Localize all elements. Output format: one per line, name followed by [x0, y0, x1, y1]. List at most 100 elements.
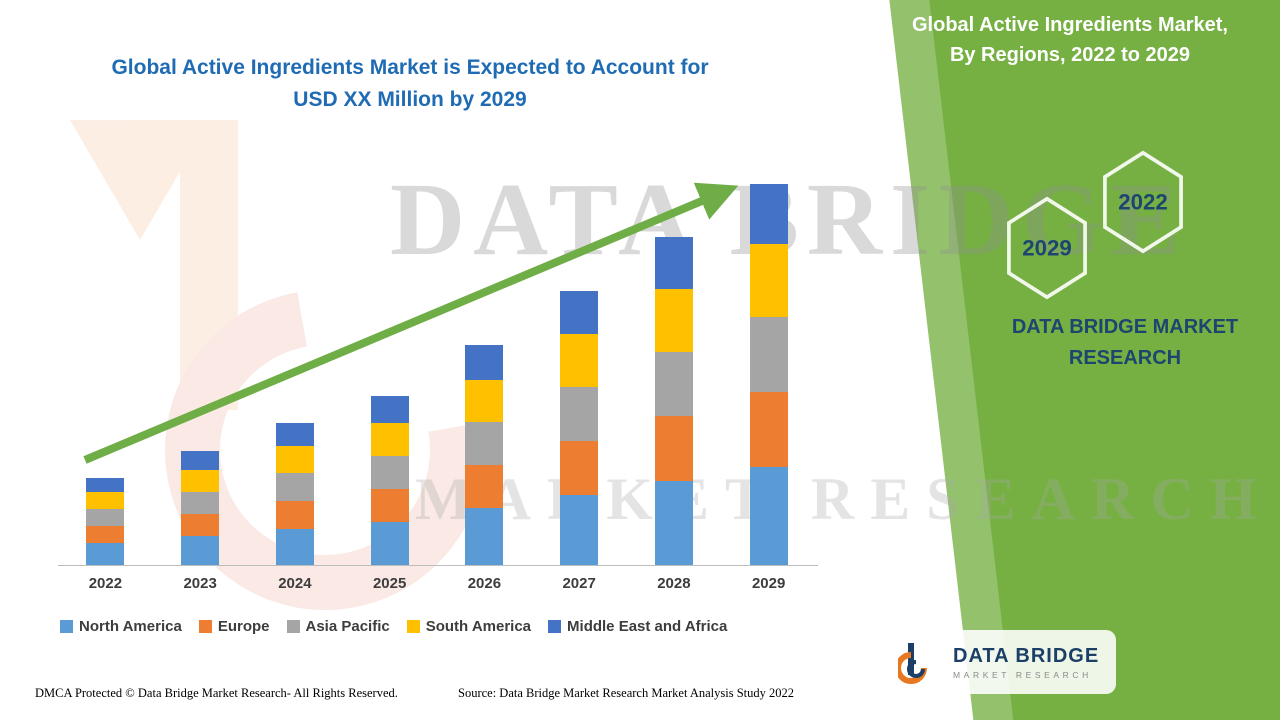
- bar-segment-2024-north-america: [275, 529, 314, 565]
- x-axis-label-2025: 2025: [372, 575, 407, 592]
- bar-segment-2022-south-america: [86, 492, 125, 509]
- bar-segment-2029-asia-pacific: [749, 317, 788, 392]
- chart-title-line2: USD XX Million by 2029: [293, 87, 527, 111]
- company-logo-tagline: MARKET RESEARCH: [953, 669, 1092, 680]
- legend-swatch: [198, 620, 212, 633]
- x-axis-label-2028: 2028: [657, 575, 691, 592]
- legend-swatch: [286, 620, 300, 633]
- chart-title-line1: Global Active Ingredients Market is Expe…: [111, 56, 709, 79]
- legend-item-europe: Europe: [198, 618, 270, 635]
- x-axis-label-2024: 2024: [278, 575, 312, 592]
- bar-segment-2022-middle-east-and-africa: [86, 478, 125, 492]
- bar-segment-2024-europe: [275, 501, 314, 529]
- bar-segment-2026-europe: [465, 465, 504, 508]
- legend-item-middle-east-and-africa: Middle East and Africa: [548, 618, 727, 635]
- watermark-logo-triangle: [70, 120, 210, 240]
- bar-segment-2029-north-america: [749, 467, 788, 565]
- hexagon-2029-label: 2029: [1022, 235, 1072, 260]
- company-logo-icon: [898, 643, 927, 684]
- brand-wordmark-line2: RESEARCH: [1068, 347, 1182, 369]
- hexagon-2029: 2029: [1007, 196, 1087, 300]
- panel-title-line1: Global Active Ingredients Market,: [911, 14, 1228, 36]
- bar-segment-2029-europe: [749, 392, 788, 467]
- bar-2029: [721, 170, 816, 565]
- bar-segment-2028-middle-east-and-africa: [654, 237, 693, 289]
- bar-segment-2025-asia-pacific: [370, 456, 409, 489]
- source-note: Source: Data Bridge Market Research Mark…: [458, 686, 795, 700]
- bar-segment-2025-middle-east-and-africa: [370, 396, 409, 423]
- bar-segment-2028-north-america: [654, 481, 693, 565]
- legend-label: South America: [425, 618, 532, 635]
- bar-2022: [58, 170, 153, 565]
- legend-swatch: [548, 620, 562, 633]
- bar-segment-2024-asia-pacific: [275, 473, 314, 501]
- stacked-bar-chart: [58, 170, 816, 565]
- legend-label: Middle East and Africa: [567, 618, 728, 635]
- watermark-logo-bar: [180, 120, 238, 410]
- bar-2027: [532, 170, 627, 565]
- trend-arrow: [83, 182, 739, 464]
- legend-label: North America: [79, 618, 182, 635]
- bar-segment-2023-middle-east-and-africa: [181, 451, 220, 470]
- brand-wordmark: DATA BRIDGE MARKET RESEARCH: [1005, 312, 1245, 374]
- bar-segment-2027-north-america: [560, 495, 599, 565]
- x-axis-label-2022: 2022: [88, 575, 123, 592]
- dmca-notice: DMCA Protected © Data Bridge Market Rese…: [35, 686, 398, 700]
- bar-segment-2025-south-america: [370, 423, 409, 456]
- bar-2028: [627, 170, 722, 565]
- bar-segment-2023-europe: [181, 514, 220, 536]
- legend-swatch: [406, 620, 420, 633]
- x-axis-label-2027: 2027: [562, 575, 596, 592]
- bar-segment-2029-middle-east-and-africa: [749, 184, 788, 244]
- bar-segment-2029-south-america: [749, 244, 788, 317]
- bar-segment-2027-europe: [560, 441, 599, 495]
- bar-segment-2024-south-america: [275, 446, 314, 473]
- bar-2026: [437, 170, 532, 565]
- brand-wordmark-line1: DATA BRIDGE MARKET: [1011, 316, 1239, 338]
- panel-title-line2: By Regions, 2022 to 2029: [949, 44, 1191, 66]
- chart-title: Global Active Ingredients Market is Expe…: [80, 52, 740, 115]
- bar-segment-2024-middle-east-and-africa: [275, 423, 314, 446]
- bar-segment-2026-north-america: [465, 508, 504, 565]
- company-logo-name: DATA BRIDGE: [953, 644, 1100, 667]
- bar-2025: [342, 170, 437, 565]
- legend-item-asia-pacific: Asia Pacific: [286, 618, 390, 635]
- bar-segment-2026-south-america: [465, 380, 504, 422]
- bar-segment-2027-middle-east-and-africa: [560, 291, 599, 334]
- watermark-logo: [70, 120, 548, 673]
- company-logo: DATA BRIDGE MARKET RESEARCH: [888, 630, 1116, 694]
- x-axis-line: [58, 565, 818, 566]
- bar-segment-2022-north-america: [86, 543, 125, 565]
- x-axis-labels: 2022 2023 2024 2025 2026 2027 2028 2029: [58, 575, 816, 592]
- bar-segment-2028-europe: [654, 416, 693, 481]
- bar-segment-2022-asia-pacific: [86, 509, 125, 526]
- bar-segment-2026-asia-pacific: [465, 422, 504, 465]
- bar-segment-2023-asia-pacific: [181, 492, 220, 514]
- bar-segment-2025-north-america: [370, 522, 409, 565]
- bar-2024: [248, 170, 343, 565]
- bar-segment-2027-south-america: [560, 334, 599, 387]
- legend-item-north-america: North America: [60, 618, 182, 635]
- legend-label: Europe: [217, 618, 270, 635]
- hexagon-2022-label: 2022: [1118, 189, 1168, 214]
- x-axis-label-2023: 2023: [183, 575, 217, 592]
- bar-2023: [153, 170, 248, 565]
- bar-segment-2025-europe: [370, 489, 409, 522]
- x-axis-label-2026: 2026: [467, 575, 502, 592]
- bar-segment-2028-south-america: [654, 289, 693, 352]
- bar-segment-2027-asia-pacific: [560, 387, 599, 441]
- legend-item-south-america: South America: [406, 618, 532, 635]
- legend-label: Asia Pacific: [305, 618, 390, 635]
- x-axis-label-2029: 2029: [751, 575, 786, 592]
- bar-segment-2023-north-america: [181, 536, 220, 565]
- bar-segment-2023-south-america: [181, 470, 220, 492]
- bar-segment-2022-europe: [86, 526, 125, 543]
- watermark-text-line2: MARKET RESEARCH: [415, 466, 1273, 532]
- hexagon-2022: 2022: [1103, 150, 1183, 254]
- panel-title: Global Active Ingredients Market, By Reg…: [900, 10, 1240, 70]
- chart-legend: North America Europe Asia Pacific South Ame…: [60, 618, 727, 635]
- legend-swatch: [60, 620, 73, 633]
- bar-segment-2028-asia-pacific: [654, 352, 693, 416]
- company-logo-text: DATA BRIDGE MARKET RESEARCH: [953, 645, 1099, 680]
